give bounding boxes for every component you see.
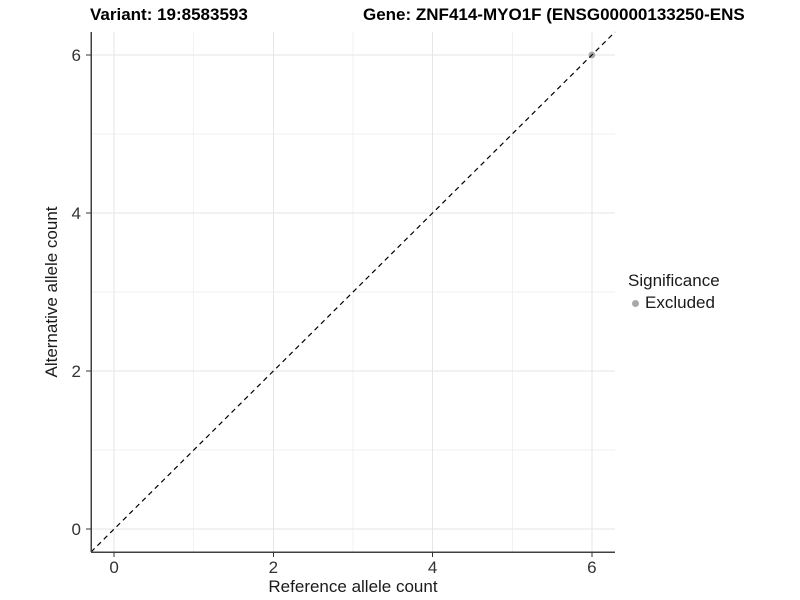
svg-text:4: 4 (72, 204, 81, 223)
svg-text:2: 2 (269, 558, 278, 577)
legend-item-excluded: Excluded (628, 293, 720, 313)
plot-title-gene: Gene: ZNF414-MYO1F (ENSG00000133250-ENS (363, 5, 745, 24)
legend: Significance Excluded (628, 271, 720, 313)
x-axis-label: Reference allele count (268, 577, 438, 596)
legend-title: Significance (628, 271, 720, 290)
svg-text:6: 6 (72, 46, 81, 65)
svg-text:2: 2 (72, 362, 81, 381)
y-axis-label: Alternative allele count (42, 206, 61, 378)
legend-item-label: Excluded (645, 293, 715, 312)
legend-point-icon (632, 299, 639, 307)
svg-text:0: 0 (109, 558, 118, 577)
svg-text:0: 0 (72, 520, 81, 539)
svg-text:6: 6 (587, 558, 596, 577)
plot-title-variant: Variant: 19:8583593 (90, 5, 248, 24)
svg-text:4: 4 (428, 558, 437, 577)
